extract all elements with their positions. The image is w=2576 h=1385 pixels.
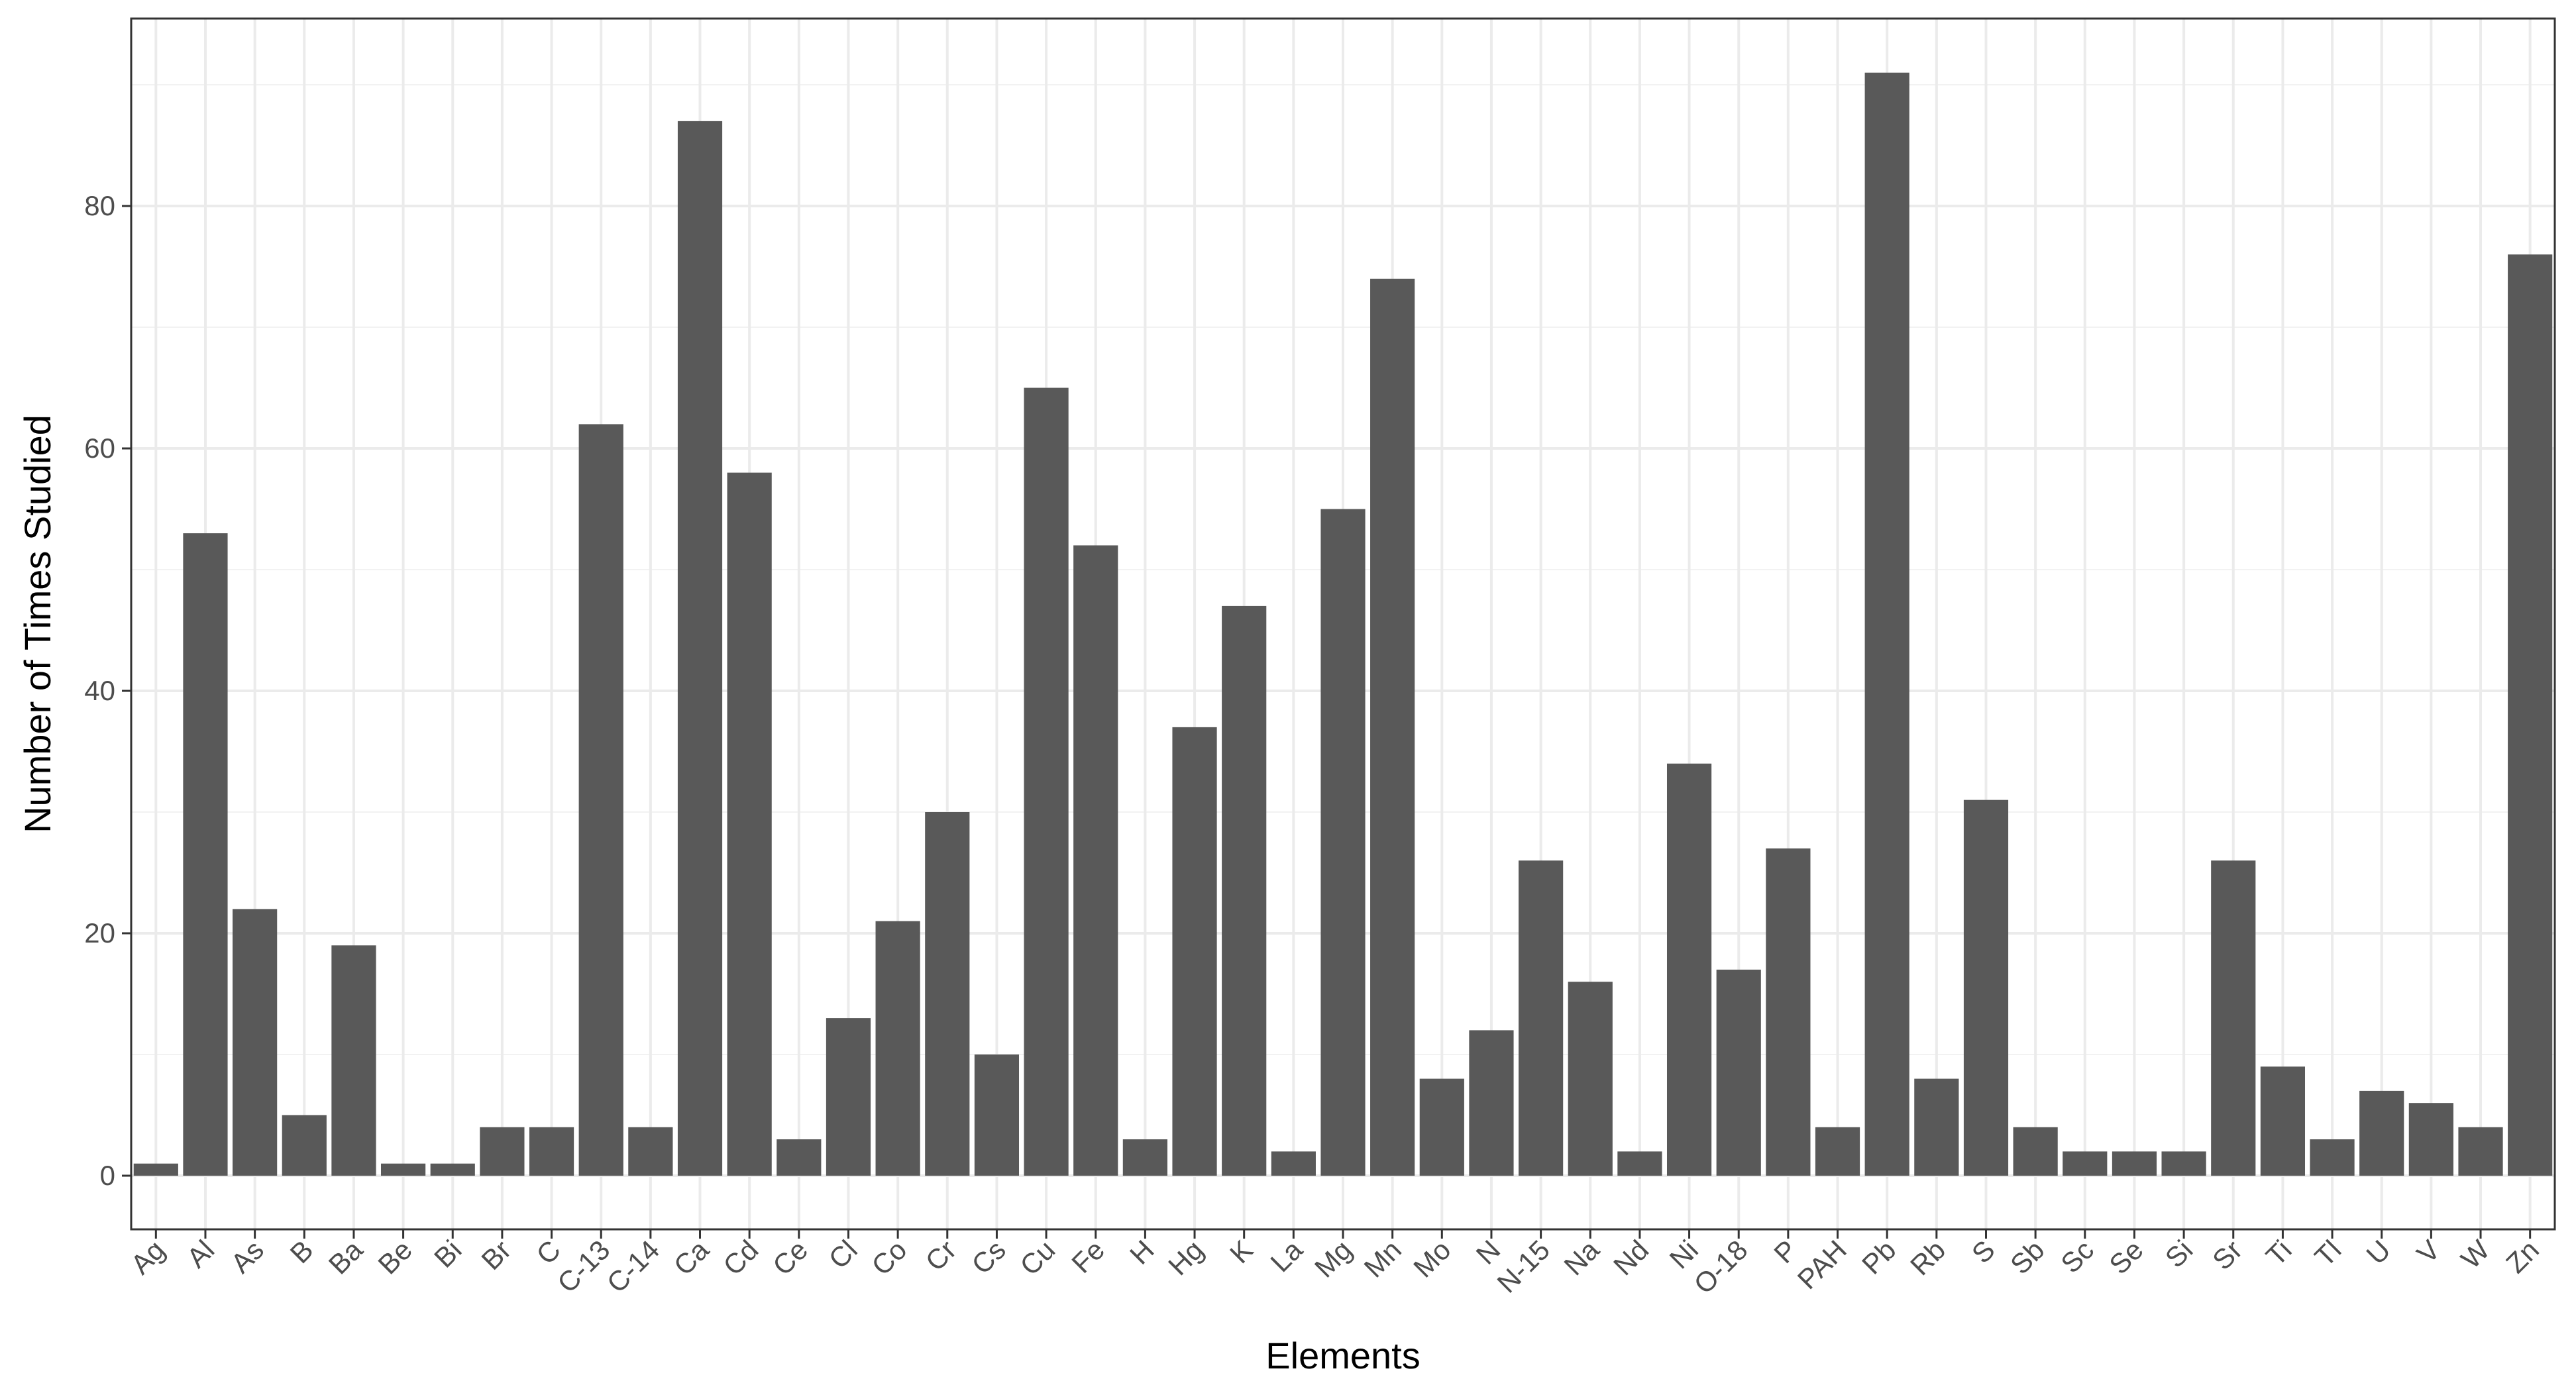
bar-cs: [974, 1054, 1020, 1176]
y-tick-label: 40: [84, 675, 115, 706]
bar-n-15: [1519, 860, 1564, 1176]
y-tick-label: 80: [84, 190, 115, 221]
bar-u: [2359, 1090, 2404, 1176]
bar-mn: [1370, 278, 1415, 1176]
bar-c: [529, 1127, 574, 1176]
bar-b: [282, 1115, 327, 1176]
y-tick-label: 0: [100, 1160, 115, 1191]
bar-pb: [1864, 72, 1909, 1176]
bar-ba: [331, 945, 376, 1176]
y-tick-label: 20: [84, 917, 115, 949]
bar-c-13: [578, 424, 623, 1176]
bar-w: [2458, 1127, 2503, 1176]
bar-al: [183, 533, 228, 1176]
bars: [133, 72, 2553, 1176]
bar-v: [2408, 1103, 2453, 1176]
bar-cu: [1024, 387, 1069, 1176]
y-axis-title: Number of Times Studied: [17, 415, 58, 833]
bar-sc: [2063, 1151, 2108, 1176]
bar-ca: [677, 121, 723, 1176]
y-tick-label: 60: [84, 433, 115, 464]
bar-p: [1766, 848, 1811, 1176]
bar-mo: [1419, 1078, 1464, 1176]
bar-br: [480, 1127, 525, 1176]
bar-na: [1568, 982, 1613, 1176]
bar-hg: [1172, 727, 1217, 1176]
bar-rb: [1914, 1078, 1959, 1176]
bar-pah: [1815, 1127, 1860, 1176]
bar-n: [1469, 1030, 1514, 1176]
bar-ce: [777, 1139, 822, 1176]
bar-ni: [1666, 763, 1712, 1176]
bar-h: [1122, 1139, 1167, 1176]
bar-sb: [2013, 1127, 2058, 1176]
bar-la: [1271, 1151, 1316, 1176]
bar-ti: [2260, 1066, 2306, 1176]
bar-s: [1963, 799, 2009, 1176]
bar-sr: [2211, 860, 2256, 1176]
bar-mg: [1320, 509, 1366, 1176]
bar-tl: [2310, 1139, 2355, 1176]
bar-si: [2161, 1151, 2206, 1176]
bar-cd: [727, 472, 772, 1176]
bar-se: [2112, 1151, 2157, 1176]
bar-fe: [1073, 545, 1118, 1176]
bar-as: [233, 909, 278, 1176]
bar-o-18: [1716, 969, 1761, 1176]
x-axis-title: Elements: [1265, 1335, 1420, 1376]
bar-cl: [826, 1018, 871, 1176]
bar-c-14: [628, 1127, 673, 1176]
bar-nd: [1617, 1151, 1662, 1176]
y-axis: 0 20 40 60 80: [84, 190, 131, 1191]
bar-k: [1222, 605, 1267, 1176]
bar-bi: [430, 1163, 475, 1176]
bar-zn: [2508, 254, 2553, 1176]
bar-be: [380, 1163, 426, 1176]
bar-cr: [925, 812, 970, 1176]
bar-co: [875, 921, 920, 1176]
bar-ag: [133, 1163, 178, 1176]
